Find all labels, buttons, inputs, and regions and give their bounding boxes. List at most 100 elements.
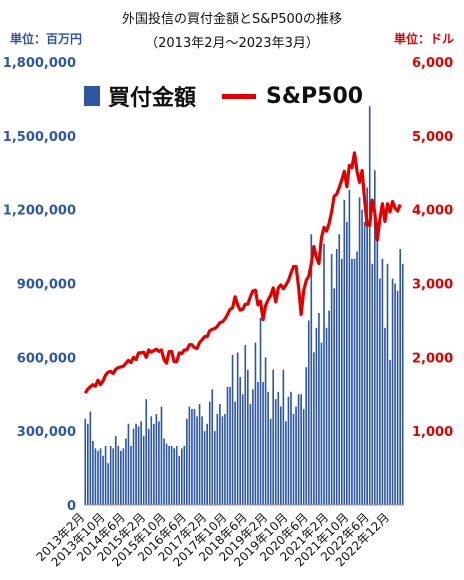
- bar: [168, 445, 170, 505]
- bar: [373, 170, 376, 506]
- bar: [330, 253, 333, 505]
- bar: [211, 389, 214, 505]
- bar: [234, 401, 236, 505]
- bar: [160, 406, 163, 505]
- bar: [193, 409, 196, 505]
- bar: [188, 406, 191, 505]
- bar: [102, 455, 104, 505]
- bar: [310, 234, 313, 505]
- bar: [297, 394, 300, 505]
- bar: [287, 396, 290, 505]
- left-tick-label: 1,800,000: [3, 56, 76, 71]
- bar: [277, 391, 280, 505]
- bar: [254, 342, 257, 505]
- bar: [114, 436, 117, 505]
- bar: [300, 394, 302, 505]
- right-tick-label: 4,000: [412, 204, 453, 219]
- left-axis-unit-label: 単位：百万円: [10, 32, 83, 46]
- left-tick-label: 1,200,000: [3, 204, 76, 219]
- bar: [264, 357, 267, 505]
- bar: [379, 278, 381, 505]
- bar: [302, 409, 305, 505]
- bar: [340, 258, 343, 505]
- bar: [315, 327, 318, 505]
- right-tick-label: 1,000: [412, 425, 453, 440]
- bar: [361, 209, 363, 506]
- bar: [120, 450, 122, 505]
- bar: [99, 448, 102, 505]
- bar: [89, 411, 92, 505]
- bar: [338, 234, 341, 505]
- bar: [112, 448, 115, 505]
- bar: [325, 327, 328, 505]
- bar: [351, 258, 353, 505]
- bar: [219, 404, 221, 505]
- bar: [147, 428, 150, 505]
- bar: [335, 249, 338, 505]
- bar: [401, 263, 404, 505]
- bar: [371, 263, 374, 505]
- chart-legend: 買付金額 S&P500: [84, 80, 363, 112]
- bar: [249, 404, 252, 505]
- bar: [399, 249, 402, 505]
- bar: [165, 443, 168, 505]
- bar: [140, 421, 142, 505]
- bar: [180, 448, 183, 505]
- right-tick-label: 2,000: [412, 351, 453, 366]
- bar: [229, 386, 231, 505]
- bar: [135, 423, 137, 505]
- bar: [226, 386, 229, 505]
- right-tick-label: 3,000: [412, 278, 453, 293]
- bar: [376, 221, 379, 505]
- bar: [280, 406, 282, 505]
- bar: [94, 448, 97, 505]
- left-tick-label: 300,000: [17, 425, 76, 440]
- bar: [290, 391, 292, 505]
- bar: [394, 283, 396, 505]
- bar: [186, 418, 188, 505]
- bar: [213, 431, 216, 505]
- sp500-line: [83, 151, 402, 394]
- bar: [122, 448, 125, 505]
- bar: [203, 431, 206, 505]
- bar: [267, 391, 269, 505]
- bar: [384, 327, 386, 505]
- left-tick-label: 900,000: [17, 278, 76, 293]
- bar: [285, 421, 287, 505]
- bar: [145, 399, 148, 505]
- right-axis-unit-label: 単位：ドル: [393, 32, 454, 46]
- bar: [97, 450, 99, 505]
- bar: [178, 455, 181, 505]
- bar: [396, 290, 399, 505]
- bar: [191, 409, 193, 505]
- bar: [170, 445, 173, 505]
- bar: [221, 416, 224, 505]
- bar: [173, 448, 175, 505]
- bar: [84, 418, 87, 505]
- bar: [150, 416, 153, 505]
- bar: [158, 421, 160, 505]
- bar: [239, 377, 242, 505]
- bar: [183, 445, 186, 505]
- bar: [368, 106, 371, 506]
- bar: [391, 278, 394, 505]
- bar: [130, 445, 132, 505]
- bar: [247, 369, 249, 505]
- bar: [107, 463, 109, 505]
- bar: [292, 413, 295, 505]
- bar: [201, 416, 203, 505]
- right-tick-label: 6,000: [412, 56, 453, 71]
- bar: [208, 401, 211, 505]
- bar: [356, 251, 358, 505]
- bar: [272, 369, 275, 505]
- bar: [358, 197, 361, 506]
- bar: [274, 399, 277, 505]
- bar: [117, 445, 120, 505]
- legend-line-label: S&P500: [266, 83, 364, 109]
- bar: [137, 426, 140, 505]
- bar: [241, 394, 244, 505]
- bar: [236, 352, 239, 505]
- bar: [196, 416, 198, 505]
- bar: [244, 345, 247, 505]
- bar: [363, 221, 366, 505]
